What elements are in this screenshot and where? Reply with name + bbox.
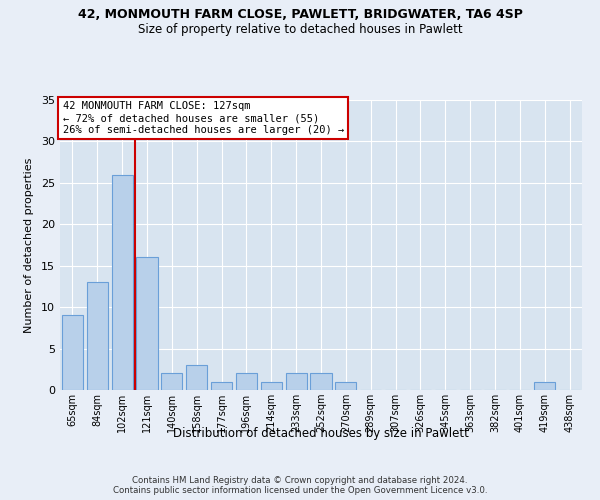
Bar — [112, 174, 133, 390]
Bar — [286, 374, 307, 390]
Bar — [310, 374, 332, 390]
Bar — [534, 382, 555, 390]
Text: Contains HM Land Registry data © Crown copyright and database right 2024.
Contai: Contains HM Land Registry data © Crown c… — [113, 476, 487, 495]
Bar — [335, 382, 356, 390]
Text: Size of property relative to detached houses in Pawlett: Size of property relative to detached ho… — [137, 22, 463, 36]
Bar — [186, 365, 207, 390]
Text: Distribution of detached houses by size in Pawlett: Distribution of detached houses by size … — [173, 428, 469, 440]
Bar — [161, 374, 182, 390]
Y-axis label: Number of detached properties: Number of detached properties — [24, 158, 34, 332]
Text: 42 MONMOUTH FARM CLOSE: 127sqm
← 72% of detached houses are smaller (55)
26% of : 42 MONMOUTH FARM CLOSE: 127sqm ← 72% of … — [62, 102, 344, 134]
Bar — [62, 316, 83, 390]
Bar — [236, 374, 257, 390]
Bar — [211, 382, 232, 390]
Bar — [136, 258, 158, 390]
Bar — [87, 282, 108, 390]
Bar — [261, 382, 282, 390]
Text: 42, MONMOUTH FARM CLOSE, PAWLETT, BRIDGWATER, TA6 4SP: 42, MONMOUTH FARM CLOSE, PAWLETT, BRIDGW… — [77, 8, 523, 20]
